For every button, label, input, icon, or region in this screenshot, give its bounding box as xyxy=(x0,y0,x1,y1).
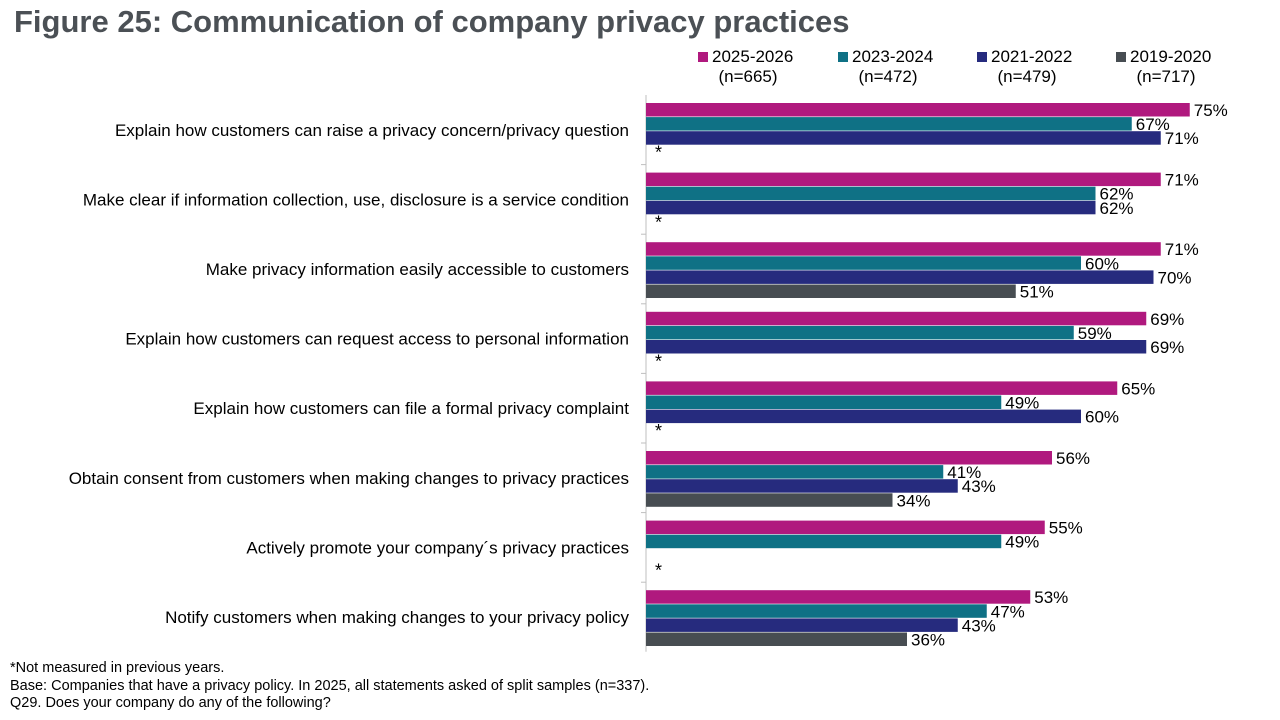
bar-2023-2024 xyxy=(646,117,1132,131)
bar-2019-2020 xyxy=(646,632,907,646)
data-label: 41% xyxy=(947,463,981,482)
chart-title: Figure 25: Communication of company priv… xyxy=(14,4,850,39)
bar-2025-2026 xyxy=(646,520,1045,535)
legend-label-2019-2020: 2019-2020 xyxy=(1130,47,1212,66)
legend-n-2019-2020: (n=717) xyxy=(1136,67,1196,86)
legend-label-2025-2026: 2025-2026 xyxy=(712,47,794,66)
bar-2023-2024 xyxy=(646,395,1002,409)
data-label: 43% xyxy=(962,616,996,635)
bar-2023-2024 xyxy=(646,325,1074,340)
legend-n-2023-2024: (n=472) xyxy=(858,67,918,86)
category-label: Explain how customers can file a formal … xyxy=(193,399,629,418)
legend-label-2021-2022: 2021-2022 xyxy=(991,47,1073,66)
legend-swatch-2019-2020 xyxy=(1116,52,1126,62)
bar-2023-2024 xyxy=(646,534,1002,549)
legend: 2025-2026 (n=665) 2023-2024 (n=472) 2021… xyxy=(0,47,1280,91)
not-measured-marker: * xyxy=(655,560,662,580)
bar-2025-2026 xyxy=(646,381,1118,395)
footer-notes: *Not measured in previous years. Base: C… xyxy=(10,660,649,713)
category-label: Make clear if information collection, us… xyxy=(83,190,629,209)
bar-2021-2022 xyxy=(646,409,1081,424)
data-label: 75% xyxy=(1194,101,1228,120)
data-label: 56% xyxy=(1056,449,1090,468)
data-label: 49% xyxy=(1005,394,1039,413)
bar-2025-2026 xyxy=(646,451,1052,465)
bar-2023-2024 xyxy=(646,465,944,479)
data-label: 43% xyxy=(962,477,996,496)
data-label: 71% xyxy=(1165,240,1199,259)
data-label: 71% xyxy=(1165,129,1199,148)
category-label: Explain how customers can raise a privac… xyxy=(115,121,629,140)
data-label: 67% xyxy=(1136,115,1170,134)
category-label: Explain how customers can request access… xyxy=(125,330,629,349)
data-label: 71% xyxy=(1165,171,1199,190)
data-label: 60% xyxy=(1085,408,1119,427)
legend-swatch-2025-2026 xyxy=(698,52,708,62)
not-measured-marker: * xyxy=(655,212,662,232)
bar-2023-2024 xyxy=(646,604,987,618)
footnote-not-measured: *Not measured in previous years. xyxy=(10,660,225,676)
bar-2019-2020 xyxy=(646,493,893,507)
data-label: 55% xyxy=(1049,519,1083,538)
bar-2023-2024 xyxy=(646,186,1096,201)
category-label: Make privacy information easily accessib… xyxy=(206,260,629,279)
bar-2021-2022 xyxy=(646,479,958,493)
legend-swatch-2021-2022 xyxy=(977,52,987,62)
category-label: Obtain consent from customers when makin… xyxy=(69,469,629,488)
bar-2025-2026 xyxy=(646,242,1161,256)
category-label: Notify customers when making changes to … xyxy=(165,608,629,627)
data-label: 59% xyxy=(1078,324,1112,343)
data-label: 69% xyxy=(1150,338,1184,357)
legend-n-2021-2022: (n=479) xyxy=(997,67,1057,86)
data-label: 60% xyxy=(1085,254,1119,273)
bar-2021-2022 xyxy=(646,131,1161,145)
data-label: 69% xyxy=(1150,310,1184,329)
footnote-question: Q29. Does your company do any of the fol… xyxy=(10,695,331,711)
data-label: 34% xyxy=(897,491,931,510)
data-label: 62% xyxy=(1100,199,1134,218)
data-label: 36% xyxy=(911,631,945,650)
legend-label-2023-2024: 2023-2024 xyxy=(852,47,934,66)
bar-2025-2026 xyxy=(646,103,1190,117)
data-label: 65% xyxy=(1121,379,1155,398)
bar-2021-2022 xyxy=(646,270,1154,284)
data-label: 53% xyxy=(1034,588,1068,607)
bar-2025-2026 xyxy=(646,172,1161,187)
category-label: Actively promote your company´s privacy … xyxy=(246,538,629,557)
bar-2025-2026 xyxy=(646,311,1147,326)
bar-2023-2024 xyxy=(646,256,1081,270)
legend-n-2025-2026: (n=665) xyxy=(718,67,778,86)
data-label: 49% xyxy=(1005,533,1039,552)
data-label: 51% xyxy=(1020,283,1054,302)
data-label: 62% xyxy=(1100,185,1134,204)
not-measured-marker: * xyxy=(655,421,662,441)
legend-swatch-2023-2024 xyxy=(838,52,848,62)
data-label: 70% xyxy=(1158,268,1192,287)
not-measured-marker: * xyxy=(655,143,662,163)
bar-2021-2022 xyxy=(646,340,1147,354)
bar-2021-2022 xyxy=(646,200,1096,215)
bar-2025-2026 xyxy=(646,590,1031,604)
data-label: 47% xyxy=(991,602,1025,621)
footnote-base: Base: Companies that have a privacy poli… xyxy=(10,677,650,694)
not-measured-marker: * xyxy=(655,352,662,372)
bar-2019-2020 xyxy=(646,284,1016,298)
bar-2021-2022 xyxy=(646,618,958,632)
